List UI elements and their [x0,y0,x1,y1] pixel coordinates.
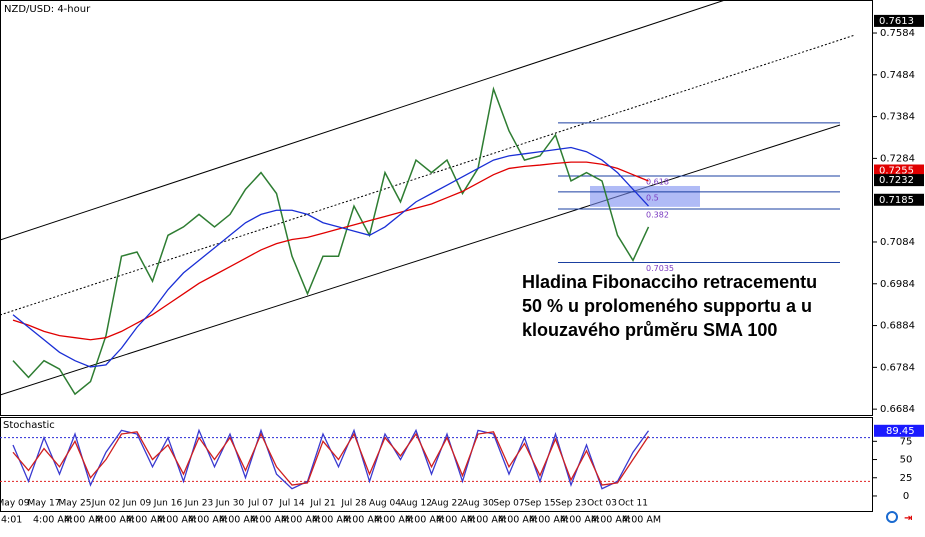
y-tick-label: 0.6684 [880,404,915,415]
time-label: 4:00 AM [157,515,196,526]
x-tick-label: Aug 04 [369,499,401,509]
price-marker-label: 0.7255 [879,166,914,177]
time-label: 4:00 AM [126,515,165,526]
y-tick-label: 0.6984 [880,279,915,290]
time-label: 4:00 AM [467,515,506,526]
x-tick-label: Sep 15 [524,499,555,509]
series-line [12,86,650,396]
x-tick-label: Aug 30 [462,499,494,509]
close-icon[interactable]: ⇥ [904,513,912,524]
fib-label: 0.5 [646,193,659,202]
y-tick-label: 0.7284 [880,153,915,164]
x-tick-label: Jul 07 [247,499,273,509]
time-label: 4:00 AM [250,515,289,526]
stochastic-panel-frame [0,417,873,512]
channel-upper [0,0,726,241]
x-tick-label: Jul 21 [309,499,335,509]
x-tick-label: Jul 14 [278,499,304,509]
time-label: 4:00 AM [498,515,537,526]
time-label: 4:00 AM [374,515,413,526]
price-marker [874,174,924,187]
y-tick-label: 75 [900,436,913,447]
chart-title: NZD/USD: 4-hour [4,4,91,15]
time-label: 4:00 AM [436,515,475,526]
x-tick-label: May 17 [28,499,61,509]
time-label: 4:00 AM [529,515,568,526]
price-marker-label: 0.7232 [879,175,914,186]
stoch-marker [874,424,924,437]
annotation: 50 % u prolomeného supportu a u [522,296,812,316]
x-tick-label: Oct 11 [618,499,648,509]
series-line [12,161,649,341]
fib-label: 0.382 [646,210,669,219]
fib-label: 0.618 [646,177,669,186]
y-tick-label: 0.7484 [880,70,915,81]
x-tick-label: Jun 16 [153,499,183,509]
time-label: 4:00 AM [281,515,320,526]
x-tick-label: Sep 23 [555,499,586,509]
fib-label: 0.7035 [646,264,674,273]
main-panel-frame [0,0,873,416]
y-tick-label: 0 [903,491,909,502]
time-label: 4:00 AM [312,515,351,526]
stochastic-title: Stochastic [3,420,55,431]
x-tick-label: Jun 09 [122,499,152,509]
price-marker-label: 0.7185 [879,195,914,206]
price-marker [874,164,924,177]
x-tick-label: Jul 28 [340,499,366,509]
price-marker [874,14,924,27]
fib-zone [590,185,700,207]
x-tick-label: May 09 [0,499,30,509]
y-tick-label: 0.6884 [880,321,915,332]
time-label: 4:00 AM [343,515,382,526]
annotation: klouzavého průměru SMA 100 [522,320,777,340]
time-label: 4:00 AM [405,515,444,526]
sync-icon[interactable] [886,511,898,523]
channel-lower [0,124,841,396]
x-tick-label: Jun 30 [215,499,245,509]
y-tick-label: 25 [900,473,913,484]
time-label: 4:00 AM [219,515,258,526]
toolbar-icons[interactable]: ⇥ [886,511,912,524]
x-tick-label: May 25 [59,499,92,509]
annotation: Hladina Fibonacciho retracementu [522,272,817,292]
y-tick-label: 0.7384 [880,112,915,123]
stoch-marker-label: 89.45 [886,426,915,437]
x-tick-label: Aug 22 [431,499,463,509]
time-label: 4:00 AM [591,515,630,526]
series-line [12,431,650,486]
x-tick-label: Oct 03 [587,499,617,509]
y-tick-label: 0.6784 [880,362,915,373]
x-tick-label: Jun 02 [91,499,120,509]
time-label: 4:00 AM [33,515,72,526]
time-label: 4:00 AM [64,515,103,526]
time-label: 4:00 AM [560,515,599,526]
x-tick-label: Jun 23 [184,499,213,509]
channel-mid [0,34,856,316]
time-label: 4:00 AM [622,515,661,526]
x-tick-label: Aug 12 [400,499,432,509]
y-tick-label: 0.7084 [880,237,915,248]
price-marker [874,193,924,206]
price-marker-label: 0.7613 [879,16,914,27]
y-tick-label: 50 [900,455,913,466]
series-line [12,146,649,368]
time-label: 4:00 AM [188,515,227,526]
y-tick-label: 0.7584 [880,28,915,39]
x-tick-label: Sep 07 [493,499,524,509]
time-label: 4:00 AM [95,515,134,526]
time-label: 4:01 [1,515,22,526]
